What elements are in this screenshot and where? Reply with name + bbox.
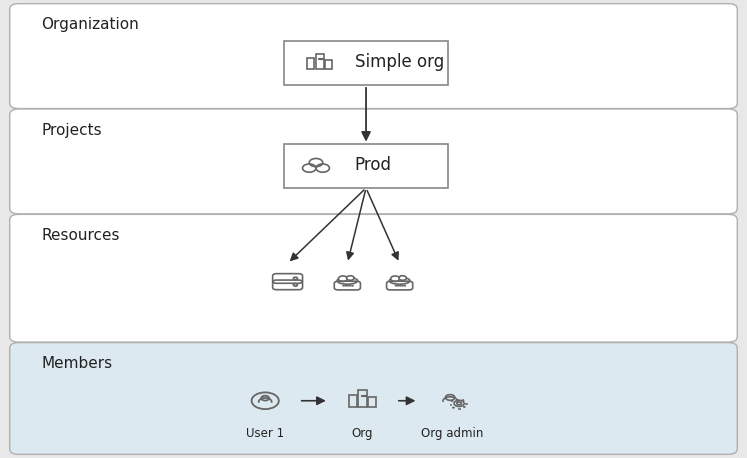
Circle shape bbox=[338, 276, 347, 281]
Text: Resources: Resources bbox=[41, 228, 120, 243]
Text: Simple org: Simple org bbox=[355, 53, 444, 71]
Circle shape bbox=[345, 285, 347, 286]
Bar bbox=[458, 408, 460, 409]
Bar bbox=[325, 60, 332, 69]
Circle shape bbox=[402, 285, 403, 286]
Circle shape bbox=[347, 276, 354, 280]
Bar bbox=[361, 394, 363, 396]
FancyBboxPatch shape bbox=[10, 4, 737, 109]
Circle shape bbox=[350, 285, 351, 286]
Bar bbox=[450, 404, 451, 405]
Text: User 1: User 1 bbox=[246, 427, 285, 440]
Bar bbox=[316, 54, 324, 69]
Bar bbox=[284, 42, 448, 85]
Circle shape bbox=[400, 285, 401, 286]
Circle shape bbox=[404, 285, 406, 286]
Text: Org admin: Org admin bbox=[421, 427, 483, 440]
Text: Org: Org bbox=[352, 427, 373, 440]
Bar bbox=[465, 403, 467, 404]
FancyBboxPatch shape bbox=[10, 109, 737, 214]
Bar bbox=[358, 390, 367, 407]
Circle shape bbox=[399, 276, 406, 280]
Bar bbox=[320, 58, 323, 60]
Circle shape bbox=[347, 285, 349, 286]
Bar bbox=[368, 397, 376, 407]
Bar bbox=[456, 398, 458, 400]
Bar bbox=[307, 58, 314, 69]
FancyBboxPatch shape bbox=[10, 343, 737, 454]
Circle shape bbox=[397, 285, 399, 286]
Bar bbox=[349, 395, 356, 407]
Circle shape bbox=[343, 285, 344, 286]
Text: Organization: Organization bbox=[41, 17, 139, 33]
Bar bbox=[451, 400, 453, 402]
FancyBboxPatch shape bbox=[10, 214, 737, 342]
Bar bbox=[463, 406, 465, 408]
Bar bbox=[452, 407, 455, 409]
Circle shape bbox=[391, 276, 400, 281]
Text: Members: Members bbox=[41, 356, 112, 371]
Text: Prod: Prod bbox=[355, 156, 392, 174]
Bar bbox=[362, 394, 365, 396]
Circle shape bbox=[395, 285, 397, 286]
Bar bbox=[462, 399, 465, 401]
Text: Projects: Projects bbox=[41, 123, 102, 138]
Circle shape bbox=[352, 285, 353, 286]
Bar bbox=[318, 58, 320, 60]
Bar bbox=[284, 145, 448, 188]
